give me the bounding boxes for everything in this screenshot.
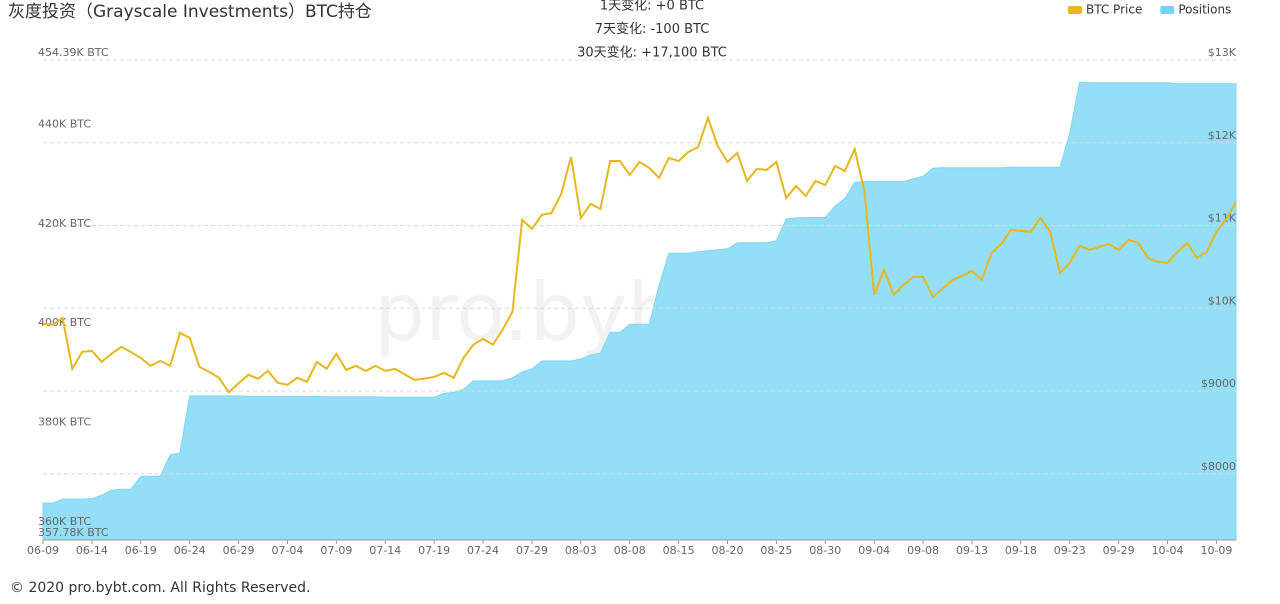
x-tick-label: 07-29 <box>516 544 548 557</box>
annotation: 30天变化: +17,100 BTC <box>577 45 727 61</box>
chart-title: 灰度投资（Grayscale Investments）BTC持仓 <box>8 2 372 22</box>
x-tick-label: 06-19 <box>125 544 157 557</box>
y-tick-label: 420K BTC <box>38 217 91 230</box>
x-tick-label: 08-30 <box>809 544 841 557</box>
x-tick-label: 06-09 <box>27 544 59 557</box>
y2-tick-label: $8000 <box>1201 460 1236 473</box>
annotation: 1天变化: +0 BTC <box>600 0 704 14</box>
x-tick-label: 09-29 <box>1103 544 1135 557</box>
x-tick-label: 09-18 <box>1005 544 1037 557</box>
x-tick-label: 08-03 <box>565 544 597 557</box>
x-tick-label: 09-04 <box>858 544 890 557</box>
x-tick-label: 08-20 <box>712 544 744 557</box>
footer: © 2020 pro.bybt.com. All Rights Reserved… <box>10 580 310 596</box>
legend-label: Positions <box>1178 3 1231 17</box>
positions-area <box>42 81 1237 541</box>
y-tick-label: 380K BTC <box>38 416 91 429</box>
x-tick-label: 09-13 <box>956 544 988 557</box>
y-tick-label: 400K BTC <box>38 316 91 329</box>
x-tick-label: 06-29 <box>223 544 255 557</box>
legend-swatch <box>1160 6 1175 14</box>
annotation: 7天变化: -100 BTC <box>595 21 710 37</box>
x-tick-label: 07-19 <box>418 544 450 557</box>
legend-label: BTC Price <box>1086 3 1142 17</box>
x-tick-label: 08-25 <box>760 544 792 557</box>
y2-tick-label: $9000 <box>1201 377 1236 390</box>
legend-swatch <box>1068 6 1082 14</box>
y-tick-label: 454.39K BTC <box>38 46 109 59</box>
y2-tick-label: $12K <box>1208 129 1237 142</box>
x-tick-label: 07-24 <box>467 544 499 557</box>
x-tick-label: 10-09 <box>1200 544 1232 557</box>
x-tick-label: 08-15 <box>663 544 695 557</box>
x-tick-label: 08-08 <box>614 544 646 557</box>
x-tick-label: 09-23 <box>1054 544 1086 557</box>
x-tick-label: 06-14 <box>76 544 108 557</box>
x-tick-label: 06-24 <box>174 544 206 557</box>
x-tick-label: 10-04 <box>1152 544 1184 557</box>
price-line <box>42 114 1237 394</box>
y-tick-label: 360K BTC <box>38 515 91 528</box>
x-tick-label: 07-14 <box>369 544 401 557</box>
x-tick-label: 07-04 <box>271 544 303 557</box>
x-tick-label: 09-08 <box>907 544 939 557</box>
y2-tick-label: $10K <box>1208 294 1237 307</box>
y-tick-label: 357.78K BTC <box>38 526 109 539</box>
y2-tick-label: $13K <box>1208 46 1237 59</box>
x-tick-label: 07-09 <box>320 544 352 557</box>
y-tick-label: 440K BTC <box>38 117 91 130</box>
